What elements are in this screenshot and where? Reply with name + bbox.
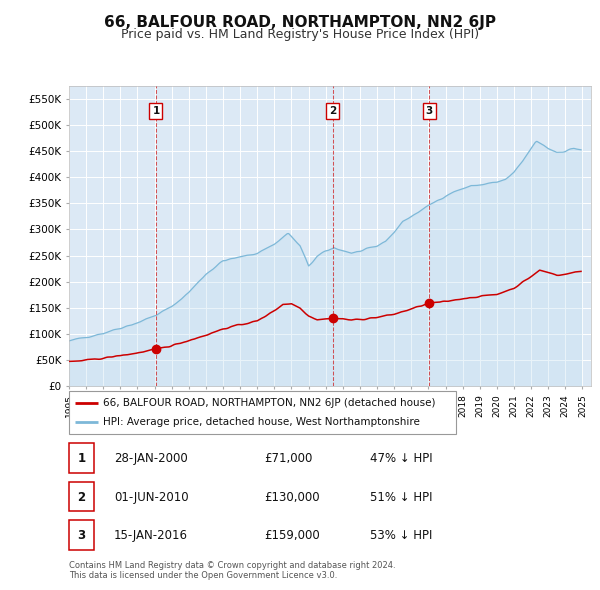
Text: 2: 2 — [77, 490, 86, 504]
Text: 28-JAN-2000: 28-JAN-2000 — [114, 452, 188, 466]
Text: HPI: Average price, detached house, West Northamptonshire: HPI: Average price, detached house, West… — [103, 417, 420, 427]
Text: 66, BALFOUR ROAD, NORTHAMPTON, NN2 6JP: 66, BALFOUR ROAD, NORTHAMPTON, NN2 6JP — [104, 15, 496, 30]
Text: 51% ↓ HPI: 51% ↓ HPI — [370, 490, 433, 504]
Text: £159,000: £159,000 — [265, 529, 320, 542]
Text: £71,000: £71,000 — [265, 452, 313, 466]
FancyBboxPatch shape — [69, 481, 94, 512]
Text: £130,000: £130,000 — [265, 490, 320, 504]
Text: Contains HM Land Registry data © Crown copyright and database right 2024.
This d: Contains HM Land Registry data © Crown c… — [69, 560, 395, 580]
Text: 3: 3 — [425, 106, 433, 116]
Text: 47% ↓ HPI: 47% ↓ HPI — [370, 452, 433, 466]
Text: Price paid vs. HM Land Registry's House Price Index (HPI): Price paid vs. HM Land Registry's House … — [121, 28, 479, 41]
Text: 53% ↓ HPI: 53% ↓ HPI — [370, 529, 433, 542]
Text: 15-JAN-2016: 15-JAN-2016 — [114, 529, 188, 542]
Text: 01-JUN-2010: 01-JUN-2010 — [114, 490, 188, 504]
FancyBboxPatch shape — [69, 520, 94, 550]
Text: 3: 3 — [77, 529, 86, 542]
Text: 66, BALFOUR ROAD, NORTHAMPTON, NN2 6JP (detached house): 66, BALFOUR ROAD, NORTHAMPTON, NN2 6JP (… — [103, 398, 436, 408]
Text: 1: 1 — [77, 452, 86, 466]
FancyBboxPatch shape — [69, 443, 94, 473]
Text: 2: 2 — [329, 106, 337, 116]
Text: 1: 1 — [152, 106, 160, 116]
FancyBboxPatch shape — [69, 391, 456, 434]
